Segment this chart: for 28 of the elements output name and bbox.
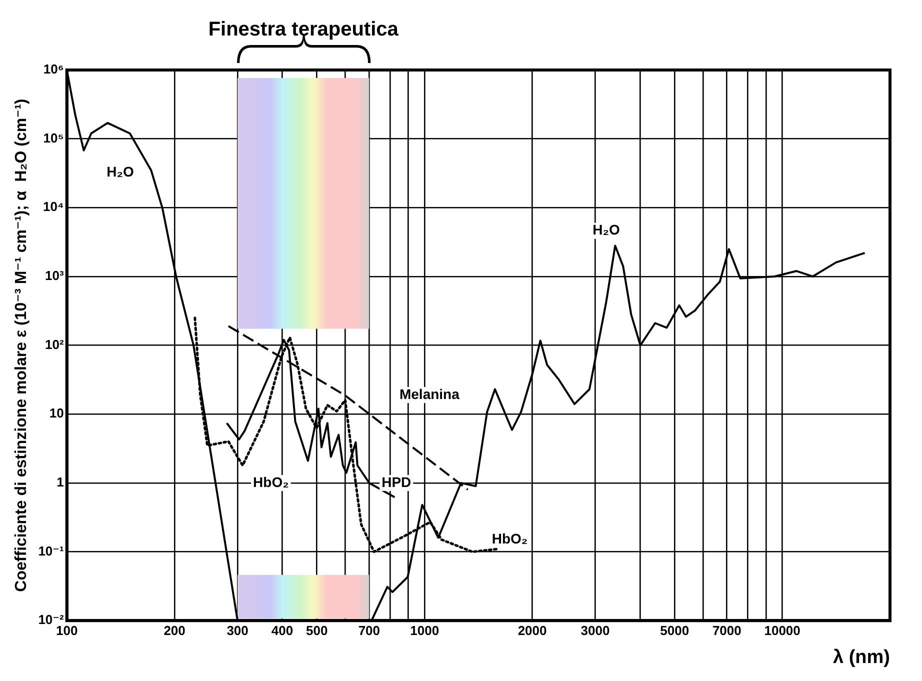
- annotation: HPD: [382, 474, 412, 490]
- x-tick-label: 700: [358, 622, 380, 638]
- annotation: H₂O: [592, 222, 620, 238]
- y-tick-label: 10³: [45, 268, 65, 284]
- x-tick-label: 1000: [410, 622, 440, 638]
- x-tick-label: 7000: [712, 622, 742, 638]
- y-tick-label: 10⁴: [42, 199, 64, 214]
- y-tick-label: 10⁻¹: [38, 543, 64, 558]
- x-tick-label: 3000: [580, 622, 610, 638]
- y-tick-label: 10: [49, 406, 64, 421]
- annotation: HbO₂: [492, 530, 528, 547]
- y-tick-label: 10⁶: [43, 62, 64, 77]
- annotation: H₂O: [106, 164, 134, 180]
- x-tick-label: 300: [226, 622, 248, 638]
- x-tick-label: 10000: [764, 622, 800, 638]
- x-tick-label: 5000: [660, 622, 690, 638]
- y-tick-label: 10²: [45, 336, 65, 352]
- text: Melanina: [399, 386, 460, 402]
- annotation: HbO₂: [253, 474, 289, 490]
- y-axis-title: Coefficiente di estinzione molare ε (10⁻³ M⁻¹ cm⁻¹); α H₂O (cm⁻¹): [13, 98, 30, 592]
- x-tick-label: 400: [271, 622, 294, 638]
- x-axis-title: λ (nm): [833, 646, 890, 668]
- band-label: Finestra terapeutica: [208, 18, 400, 41]
- x-tick-label: 500: [306, 622, 328, 638]
- x-tick-label: 2000: [518, 622, 547, 638]
- y-tick-label: 10⁵: [43, 130, 64, 146]
- y-tick-label: 1: [56, 474, 64, 490]
- x-tick-label: 200: [164, 622, 186, 638]
